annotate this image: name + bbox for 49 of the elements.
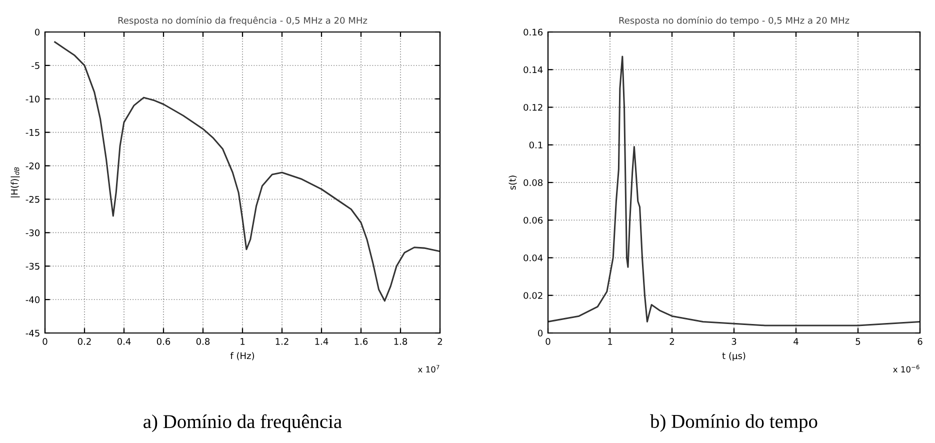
x-tick-label: 0 [546,338,550,345]
y-tick-label: 0.04 [524,254,543,262]
x-tick-label: 5 [856,338,860,345]
x-tick-label: 0.4 [117,338,131,345]
x-tick-label: 1.2 [276,338,288,345]
y-tick-label: 0.08 [524,179,543,186]
x-tick-label: 1 [608,338,612,345]
chart-title: Resposta no domínio da frequência - 0,5 MHz a 20 MHz [118,16,368,26]
chart-title: Resposta no domínio do tempo - 0,5 MHz a 20 MHz [619,16,850,26]
y-tick-label: -5 [32,62,40,70]
y-tick-label: -25 [26,196,40,203]
y-tick-label: -40 [26,296,40,304]
text: a) Domínio da frequência [144,414,342,432]
x-tick-label: 1 [240,338,245,345]
x-tick-label: 0.6 [156,338,170,345]
x-tick-label: 0.2 [78,338,91,345]
x-tick-label: 0.8 [196,338,210,345]
y-tick-label: 0 [538,330,543,337]
y-tick-label: 0.1 [529,142,542,148]
y-tick-label: 0.06 [524,216,543,224]
y-axis-title: |H(f)|$_{dB}$ [10,167,20,198]
y-tick-label: 0.16 [524,28,543,36]
y-tick-label: -15 [26,129,40,136]
x-tick-label: 6 [918,338,922,345]
y-tick-label: 0 [34,28,40,36]
line-series [54,41,440,302]
x-tick-label: 1.8 [394,338,408,345]
y-tick-label: -20 [26,162,40,170]
y-tick-label: -35 [26,262,40,270]
text: b) Domínio do tempo [650,414,818,432]
line-series [548,56,920,326]
x-axis-title: t (µs) [722,352,746,361]
y-tick-label: 0.14 [524,66,543,74]
x-tick-label: 0 [42,338,48,345]
y-tick-label: 0.02 [524,292,542,299]
x-tick-label: 2 [438,338,442,345]
x-tick-label: 2 [670,338,674,345]
x-axis-title: f (Hz) [230,352,254,360]
x-tick-label: 4 [794,338,798,345]
y-tick-label: -30 [26,229,40,236]
y-tick-label: -10 [26,96,40,102]
y-tick-label: 0.12 [524,104,542,111]
y-tick-label: -45 [26,330,40,337]
y-axis-title: s(t) [508,176,517,190]
text: x 10$^{−6}$ [893,364,920,372]
x-tick-label: 1.6 [354,338,368,345]
x-tick-label: 1.4 [315,338,328,345]
text: x 10$^{7}$ [418,364,440,373]
x-tick-label: 3 [732,338,736,345]
